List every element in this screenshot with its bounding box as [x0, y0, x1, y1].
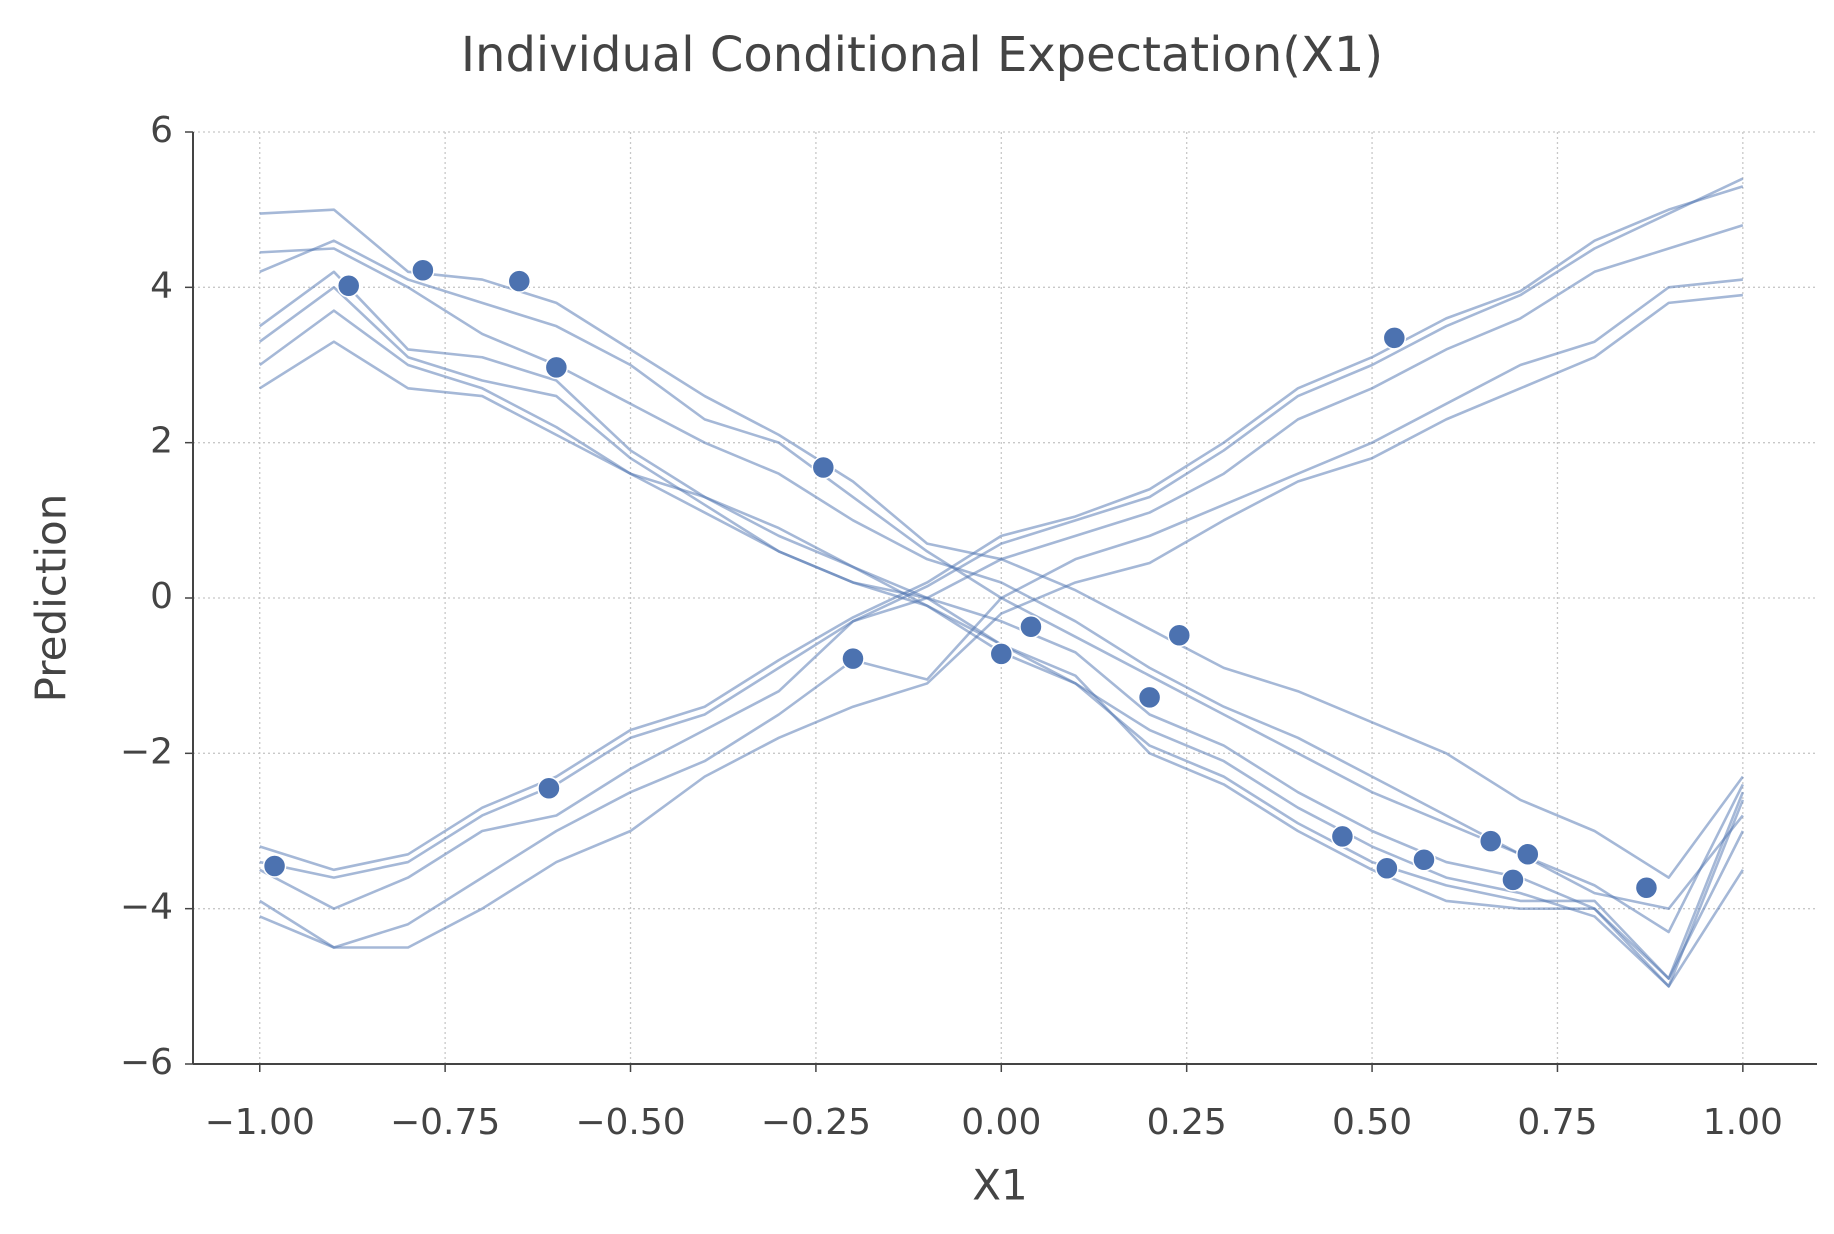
ice-line	[258, 270, 1745, 980]
x-tick-label: −1.00	[205, 1102, 315, 1143]
x-tick-label: −0.25	[761, 1102, 871, 1143]
x-tick-label: −0.50	[575, 1102, 685, 1143]
ice-line	[259, 278, 1743, 949]
y-tick-label: 6	[150, 110, 173, 151]
data-point	[262, 854, 287, 878]
y-tick-label: 0	[150, 576, 173, 617]
data-point	[411, 258, 435, 282]
y-tick-label: 4	[150, 265, 173, 306]
y-axis-label: Prediction	[27, 494, 76, 703]
data-point	[1019, 614, 1043, 639]
x-tick-label: 0.00	[961, 1102, 1041, 1143]
ice-line	[259, 247, 1745, 934]
data-point	[841, 646, 865, 671]
y-tick-label: −4	[120, 887, 173, 928]
x-tick-label: 0.75	[1517, 1102, 1597, 1143]
data-point	[1330, 824, 1355, 849]
data-point	[1501, 868, 1525, 892]
data-point	[544, 355, 569, 380]
data-point	[1167, 623, 1192, 648]
y-tick-label: −2	[120, 731, 173, 772]
y-tick-label: −6	[120, 1042, 173, 1083]
data-point	[1375, 856, 1399, 881]
data-point	[1137, 685, 1162, 710]
data-point	[507, 269, 532, 293]
data-point	[1412, 847, 1436, 872]
ice-line	[259, 185, 1744, 872]
data-point	[1516, 842, 1540, 867]
ice-line	[259, 177, 1744, 879]
chart-title: Individual Conditional Expectation(X1)	[461, 27, 1383, 83]
data-point	[989, 642, 1014, 666]
ice-line	[259, 293, 1743, 949]
ice-line	[259, 223, 1744, 910]
data-point	[336, 274, 361, 298]
x-tick-label: 0.50	[1332, 1102, 1412, 1143]
x-tick-label: −0.75	[390, 1102, 500, 1143]
data-point	[1478, 829, 1503, 853]
data-point	[1382, 326, 1407, 350]
y-tick-label: 2	[150, 421, 173, 462]
x-tick-label: 0.25	[1147, 1102, 1227, 1143]
data-point	[1634, 875, 1659, 900]
x-axis-label: X1	[972, 1161, 1028, 1210]
x-tick-label: 1.00	[1703, 1102, 1783, 1143]
data-point	[537, 776, 561, 801]
data-point	[811, 455, 836, 480]
